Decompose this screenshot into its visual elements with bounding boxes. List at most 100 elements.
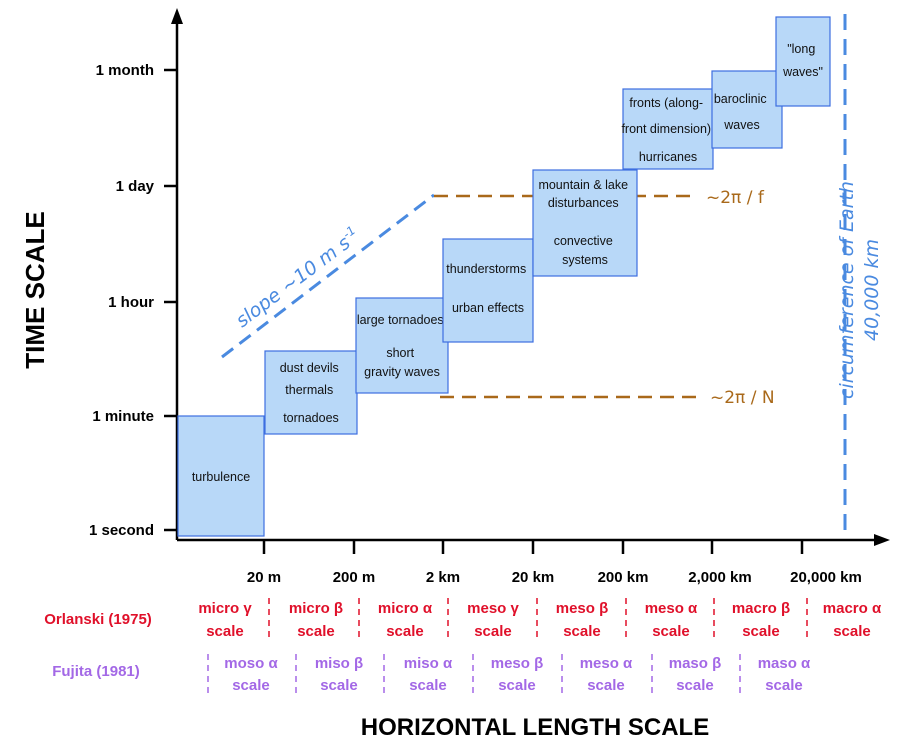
box-text-line: tornadoes [283,411,339,425]
scale-sub: scale [587,677,625,694]
box-text-line: large tornadoes [357,313,444,327]
box-text-line: baroclinic [714,92,767,106]
box-text-line: hurricanes [639,150,697,164]
orlanski-scale-micro-beta: micro β scale [289,600,343,640]
box-text-line: convective [554,234,613,248]
box-text-line: turbulence [192,470,250,484]
box-text-line: urban effects [452,301,524,315]
box-text-line: waves [723,118,759,132]
svg-text:dust devils thermals: dust devils thermals tornadoes [280,361,343,425]
scale-name: micro β [289,600,343,617]
buoyancy-label: ~2π / N [710,388,775,408]
box-text-line: short [386,346,414,360]
scale-name: maso β [669,655,722,672]
scale-name: meso γ [467,600,519,617]
box-text-line: waves" [782,65,823,79]
fujita-scale-meso-beta: meso β scale [491,655,544,694]
orlanski-scale-meso-gamma: meso γ scale [467,600,519,640]
fujita-scale-moso-alpha: moso α scale [224,655,278,694]
scale-name: meso α [580,655,633,672]
earth-circumference-label: circumference of Earth 40,000 km [836,181,883,399]
y-axis-arrow-icon [171,8,183,24]
box-thunderstorms: thunderstorms urban effects [442,238,534,343]
earth-label-line1: circumference of Earth [836,181,858,399]
fujita-scale-meso-alpha: meso α scale [580,655,633,694]
box-text-line: dust devils [280,361,339,375]
scale-sub: scale [676,677,714,694]
box-turbulence: turbulence [177,415,265,537]
fujita-scale-maso-beta: maso β scale [669,655,722,694]
scale-sub: scale [386,623,424,640]
y-tick-label-day: 1 day [116,178,155,195]
scale-name: meso β [556,600,609,617]
coriolis-label: ~2π / f [706,188,765,208]
scale-name: miso α [404,655,453,672]
box-text-line: front dimension) [621,122,711,136]
box-large-tornadoes: large tornadoes short gravity waves [355,297,449,394]
svg-text:baroclinic waves: baroclinic waves [714,92,770,132]
scale-name: micro γ [198,600,252,617]
fujita-scale-miso-beta: miso β scale [315,655,363,694]
svg-text:"long waves": "long waves" [782,42,823,79]
orlanski-scale-micro-gamma: micro γ scale [198,600,252,640]
x-tick-label-20m: 20 m [247,569,281,586]
slope-line [221,193,435,359]
fujita-scale-maso-alpha: maso α scale [758,655,811,694]
y-tick-label-hour: 1 hour [108,294,154,311]
scale-sub: scale [498,677,536,694]
y-tick-label-minute: 1 minute [92,408,154,425]
box-fronts: fronts (along- front dimension) hurrican… [621,88,714,170]
orlanski-scale-macro-beta: macro β scale [732,600,790,640]
fujita-separators [207,654,741,695]
box-text-line: gravity waves [364,365,440,379]
x-axis-title: HORIZONTAL LENGTH SCALE [361,714,709,741]
box-dust-devils: dust devils thermals tornadoes [264,350,358,435]
scale-sub: scale [474,623,512,640]
slope-label: slope ~10 m s-1 [231,223,365,332]
box-text-line: disturbances [548,196,619,210]
scale-name: micro α [378,600,433,617]
box-text-line: thermals [285,383,333,397]
x-tick-label-200km: 200 km [598,569,649,586]
scale-sub: scale [297,623,335,640]
orlanski-separators [268,598,808,641]
box-text-line: "long [787,42,815,56]
svg-text:mountain & lake disturba: mountain & lake disturbances convective … [538,178,631,267]
scale-sub: scale [765,677,803,694]
x-tick-label-20km: 20 km [512,569,555,586]
slope-label-base: slope ~10 m s [232,232,355,332]
x-tick-label-200m: 200 m [333,569,376,586]
x-tick-label-2000km: 2,000 km [688,569,751,586]
scale-sub: scale [742,623,780,640]
x-ticks [262,540,804,554]
x-tick-label-2km: 2 km [426,569,460,586]
box-text-line: fronts (along- [629,96,703,110]
fujita-scale-miso-alpha: miso α scale [404,655,453,694]
scale-name: meso β [491,655,544,672]
scale-sub: scale [232,677,270,694]
y-ticks [164,68,177,532]
y-tick-label-month: 1 month [96,62,154,79]
orlanski-label: Orlanski (1975) [44,611,152,628]
box-text-line: systems [562,253,608,267]
box-text-line: thunderstorms [446,262,526,276]
box-text-line: mountain & lake [538,178,628,192]
scale-name: macro β [732,600,790,617]
orlanski-scale-macro-alpha: macro α scale [823,600,882,640]
scale-name: meso α [645,600,698,617]
scale-sub: scale [206,623,244,640]
svg-text:turbulence: turbulence [192,470,250,484]
svg-text:fronts (along- front dim: fronts (along- front dimension) hurrican… [621,96,714,164]
fujita-label: Fujita (1981) [52,663,140,680]
svg-text:thunderstorms urban effe: thunderstorms urban effects [446,262,529,315]
scale-sub: scale [563,623,601,640]
scale-sub: scale [652,623,690,640]
x-tick-label-20000km: 20,000 km [790,569,862,586]
scale-name: macro α [823,600,882,617]
x-axis-arrow-icon [874,534,890,546]
earth-label-line2: 40,000 km [861,239,883,341]
orlanski-scale-micro-alpha: micro α scale [378,600,433,640]
orlanski-scale-meso-beta: meso β scale [556,600,609,640]
box-mountain-lake: mountain & lake disturbances convective … [532,169,638,277]
orlanski-scale-meso-alpha: meso α scale [645,600,698,640]
